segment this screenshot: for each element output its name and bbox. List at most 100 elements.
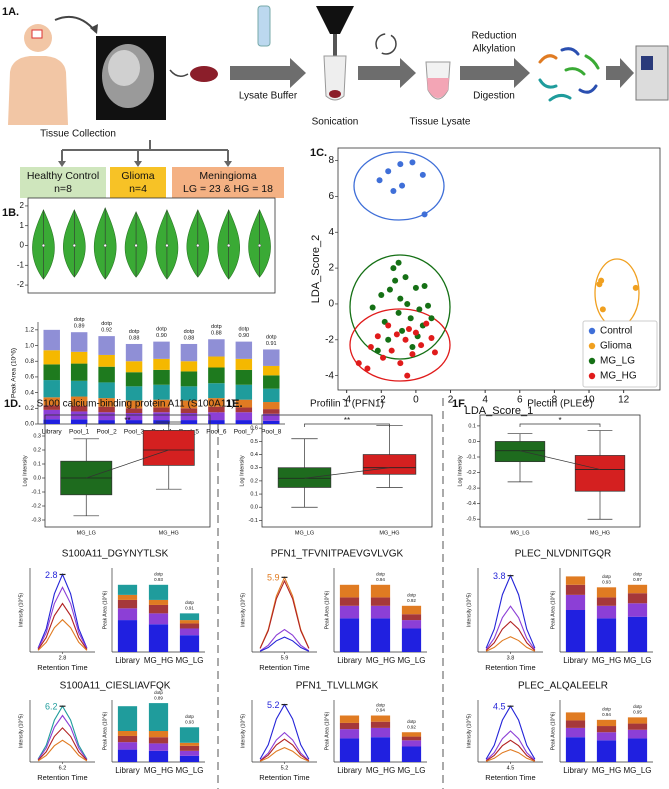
bar-segment <box>125 408 143 414</box>
line-series <box>485 749 536 762</box>
point <box>390 188 397 195</box>
dotp-label: 0.89 <box>154 695 163 700</box>
bar-segment <box>43 364 60 381</box>
bar-segment <box>98 354 115 367</box>
tube-icon <box>257 5 271 47</box>
bar-segment <box>208 412 225 421</box>
dotp-label: 0.93 <box>185 720 194 725</box>
y-tick-label: -0.3 <box>467 486 476 492</box>
arrow <box>169 69 189 77</box>
dotp-label: 0.94 <box>376 577 385 582</box>
y-tick-label: 0.2 <box>25 405 34 412</box>
bar-segment <box>125 386 143 401</box>
y-tick-label: 0.3 <box>33 433 41 439</box>
panel-title: S100 calcium-binding protein A11 (S100A1… <box>36 399 234 410</box>
chart-title: PLEC_NLVDNITGQR <box>515 549 612 560</box>
y-axis-label: Peak Area (10^6) <box>102 590 108 629</box>
x-tick-label: 4 <box>482 395 488 406</box>
median-link <box>304 467 390 479</box>
line-series <box>37 727 88 761</box>
point <box>399 182 406 189</box>
group-count: n=4 <box>129 183 147 195</box>
dotp-title: dotp <box>184 329 195 335</box>
x-tick-label: 12 <box>618 395 630 406</box>
y-tick-label: 4 <box>328 227 334 238</box>
point <box>369 304 376 311</box>
point <box>599 306 606 313</box>
x-tick-label: MG_HG <box>144 766 173 775</box>
point <box>390 265 397 272</box>
line-series <box>37 618 88 651</box>
bar-segment <box>401 732 422 737</box>
bar-segment <box>117 742 138 750</box>
bar-segment <box>627 729 648 739</box>
point <box>409 159 416 166</box>
x-tick-label: 0 <box>413 395 419 406</box>
y-tick-label: -0.1 <box>32 489 41 495</box>
point <box>367 343 374 350</box>
x-axis-label: Retention Time <box>259 773 309 782</box>
y-tick-label: 0.0 <box>250 505 258 511</box>
mass-spec-icon <box>635 45 669 101</box>
y-tick-label: -0.5 <box>467 517 476 523</box>
point <box>395 259 402 266</box>
person-body <box>8 56 68 125</box>
arrow <box>606 58 634 88</box>
line-series <box>259 731 310 761</box>
bar-segment <box>117 706 138 731</box>
bar-segment <box>153 407 170 413</box>
group-box <box>20 167 106 198</box>
bar-segment <box>117 584 138 595</box>
y-axis-label: Peak Area (10^6) <box>324 711 330 750</box>
dotp-title: dotp <box>602 574 611 579</box>
x-axis-label: LDA_Score_1 <box>465 405 534 417</box>
dotp-label: 0.90 <box>238 333 249 339</box>
y-tick-label: 0.6 <box>25 374 34 381</box>
y-tick-label: 0.3 <box>250 465 258 471</box>
x-tick-label: 5.2 <box>281 765 289 771</box>
dotp-title: dotp <box>185 600 194 605</box>
x-tick-label: MG_HG <box>144 656 173 665</box>
mix-icon <box>375 33 397 55</box>
line-series <box>37 739 88 762</box>
bar-segment <box>627 738 648 762</box>
line-series <box>485 605 536 651</box>
bar-segment <box>153 384 170 400</box>
x-tick-label: 2.8 <box>59 655 67 661</box>
dotp-label: 0.93 <box>154 577 163 582</box>
group-name: Meningioma <box>199 170 256 182</box>
group-box <box>110 167 166 198</box>
point <box>385 322 392 329</box>
bar-segment <box>148 703 169 731</box>
y-tick-label: 1 <box>20 221 25 230</box>
bar-segment <box>263 402 280 410</box>
y-tick-label: 0 <box>328 299 334 310</box>
bar-segment <box>180 386 198 401</box>
y-axis-label: Peak Area (10^6) <box>102 711 108 750</box>
y-tick-label: 0.0 <box>468 439 476 445</box>
bar-segment <box>125 343 143 362</box>
step-label: Lysate Buffer <box>239 91 298 102</box>
bar-segment <box>370 605 391 619</box>
legend-marker <box>588 357 596 365</box>
dotp-title: dotp <box>407 593 416 598</box>
bar-segment <box>401 746 422 762</box>
dotp-label: 0.94 <box>376 708 385 713</box>
y-axis-label: Peak Area (10^6) <box>324 590 330 629</box>
confidence-ellipse <box>349 308 451 382</box>
bar-segment <box>179 623 200 629</box>
dotp-label: 0.88 <box>184 335 195 341</box>
x-tick-label: Pool_3 <box>124 429 145 436</box>
dotp-label: 0.90 <box>156 333 167 339</box>
bar-segment <box>596 605 617 619</box>
legend-label: MG_HG <box>600 371 637 382</box>
y-tick-label: -0.2 <box>467 470 476 476</box>
bar-segment <box>263 413 280 421</box>
peptides-icon <box>538 47 600 102</box>
x-tick-label: MG_HG <box>366 766 395 775</box>
bar-segment <box>565 584 586 595</box>
dotp-title: dotp <box>633 572 642 577</box>
dotp-title: dotp <box>211 324 222 330</box>
sonicator-icon <box>316 6 354 34</box>
x-tick-label: 6 <box>517 395 523 406</box>
